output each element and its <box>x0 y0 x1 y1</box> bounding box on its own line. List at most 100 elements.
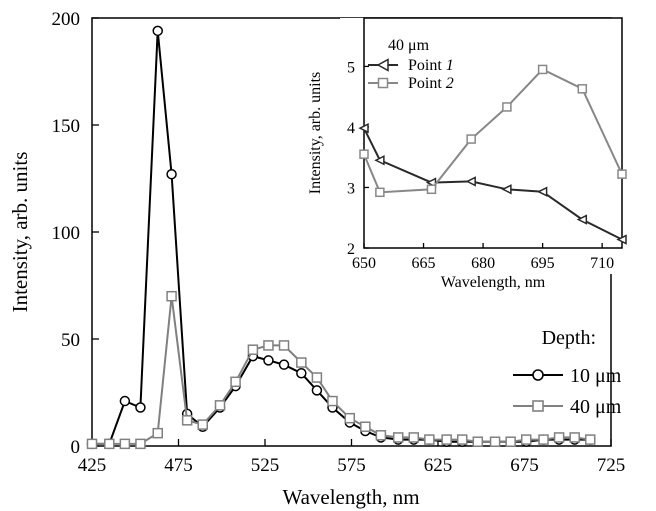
main-series-2-point-13 <box>296 357 307 368</box>
inset-series-layer <box>358 64 627 245</box>
inset-y-axis-label: Intensity, arb. units <box>307 72 324 195</box>
inset-y-tick-label-0: 2 <box>347 241 355 258</box>
main-series-2-point-23 <box>456 434 468 445</box>
main-y-tick-label-2: 100 <box>52 223 81 244</box>
inset-legend: 40 μm Point 1 Point 2 <box>368 37 454 92</box>
main-series-2-point-28 <box>538 434 549 445</box>
inset-series-2-point-3 <box>466 134 476 144</box>
main-series-1-point-13 <box>296 367 307 379</box>
main-series-1-point-2 <box>119 395 131 407</box>
main-x-tick-label-5: 675 <box>510 455 539 476</box>
main-series-2-point-21 <box>424 434 435 445</box>
inset-series-2-point-7 <box>617 169 627 179</box>
inset-series-2-point-1 <box>375 187 385 198</box>
main-series-2-point-16 <box>344 412 356 424</box>
inset-series-1-point-7 <box>616 234 627 245</box>
main-series-2-point-4 <box>152 427 163 439</box>
main-legend: Depth: 10 μm 40 μm <box>513 327 622 418</box>
main-series-2-point-30 <box>569 432 580 443</box>
main-series-2-point-0 <box>86 438 98 450</box>
main-series-2-point-11 <box>263 340 274 351</box>
inset-chart: 650 665 680 695 710 2 3 4 5 Wavelength, nm Inten… <box>307 17 627 291</box>
inset-x-tick-label-1: 665 <box>412 255 436 272</box>
inset-y-tick-label-3: 5 <box>347 59 355 76</box>
main-series-1-point-4 <box>152 25 163 37</box>
inset-series-2-point-2 <box>426 184 437 195</box>
main-series-2-point-5 <box>166 290 177 302</box>
main-series-2-point-19 <box>392 432 404 443</box>
main-series-2-point-8 <box>214 400 226 411</box>
main-y-tick-label-1: 50 <box>61 330 80 351</box>
inset-series-2-point-4 <box>502 102 512 112</box>
legend-marker-10um <box>532 369 544 381</box>
main-series-2-point-27 <box>520 434 532 445</box>
main-x-tick-label-0: 425 <box>78 455 107 476</box>
main-series-layer <box>86 25 596 450</box>
main-series-2-point-10 <box>247 344 259 355</box>
main-x-tick-label-3: 575 <box>337 455 366 476</box>
inset-y-tick-label-2: 4 <box>347 120 355 137</box>
main-x-tick-label-2: 525 <box>251 455 280 476</box>
inset-legend-marker-point1 <box>376 58 389 72</box>
inset-legend-marker-point2 <box>377 77 389 89</box>
main-y-tick-label-0: 0 <box>71 437 81 458</box>
main-series-2-point-7 <box>197 419 208 430</box>
inset-series-1-point-6 <box>576 214 588 225</box>
inset-series-2-line <box>363 68 623 194</box>
inset-series-1-point-0 <box>358 122 369 134</box>
main-series-2-point-15 <box>327 395 338 407</box>
main-series-2-point-3 <box>135 438 146 450</box>
main-y-tick-label-3: 150 <box>52 116 81 137</box>
inset-x-tick-label-4: 710 <box>590 255 614 272</box>
inset-plot-frame <box>363 17 623 249</box>
inset-series-2-point-0 <box>359 149 369 159</box>
main-series-2-point-25 <box>489 436 501 447</box>
inset-series-2-point-6 <box>577 84 588 94</box>
main-series-2-point-26 <box>505 436 516 447</box>
inset-x-tick-label-2: 680 <box>471 255 495 272</box>
inset-background <box>340 18 619 274</box>
main-series-1-point-11 <box>263 355 274 366</box>
inset-axis-ticks: 650 665 680 695 710 2 3 4 5 <box>347 59 614 272</box>
main-x-axis-label: Wavelength, nm <box>282 485 419 509</box>
main-series-2-point-22 <box>441 434 452 445</box>
main-series-2-point-1 <box>104 438 115 450</box>
inset-series-1-point-1 <box>374 155 385 166</box>
inset-legend-label-point1: Point 1 <box>408 57 454 74</box>
main-x-tick-label-6: 725 <box>597 455 626 476</box>
main-series-1-point-12 <box>278 359 290 370</box>
inset-series-1-point-3 <box>465 176 476 187</box>
main-series-2-point-20 <box>408 432 420 443</box>
main-series-1-point-5 <box>166 168 177 180</box>
main-series-1-point-14 <box>311 385 323 396</box>
main-series-2-point-31 <box>584 434 596 445</box>
main-series-2-point-14 <box>311 372 323 383</box>
main-y-tick-label-4: 200 <box>52 9 81 30</box>
main-series-2-point-2 <box>119 438 131 450</box>
inset-series-1-line <box>363 127 623 241</box>
inset-legend-label-point2: Point 2 <box>408 75 454 92</box>
main-x-tick-label-4: 625 <box>424 455 453 476</box>
inset-x-tick-label-0: 650 <box>352 255 376 272</box>
inset-x-tick-label-3: 695 <box>531 255 555 272</box>
legend-label-40um: 40 μm <box>570 396 622 418</box>
main-series-2-point-17 <box>360 421 371 432</box>
main-x-tick-label-1: 475 <box>164 455 193 476</box>
main-series-2-point-29 <box>553 432 565 443</box>
inset-series-1-point-4 <box>501 184 512 195</box>
inset-legend-title: 40 μm <box>388 37 430 54</box>
main-y-axis-label: Intensity, arb. units <box>8 152 32 313</box>
legend-marker-40um <box>532 400 544 412</box>
inset-y-tick-label-1: 3 <box>347 180 355 197</box>
main-series-2-point-12 <box>278 340 290 351</box>
inset-series-1-point-5 <box>536 186 548 197</box>
main-legend-title: Depth: <box>542 327 596 349</box>
main-series-2-point-6 <box>181 415 193 426</box>
main-series-1-point-3 <box>135 402 146 413</box>
legend-label-10um: 10 μm <box>570 365 622 387</box>
main-series-2-point-24 <box>472 436 484 447</box>
inset-series-2-point-5 <box>537 64 548 75</box>
